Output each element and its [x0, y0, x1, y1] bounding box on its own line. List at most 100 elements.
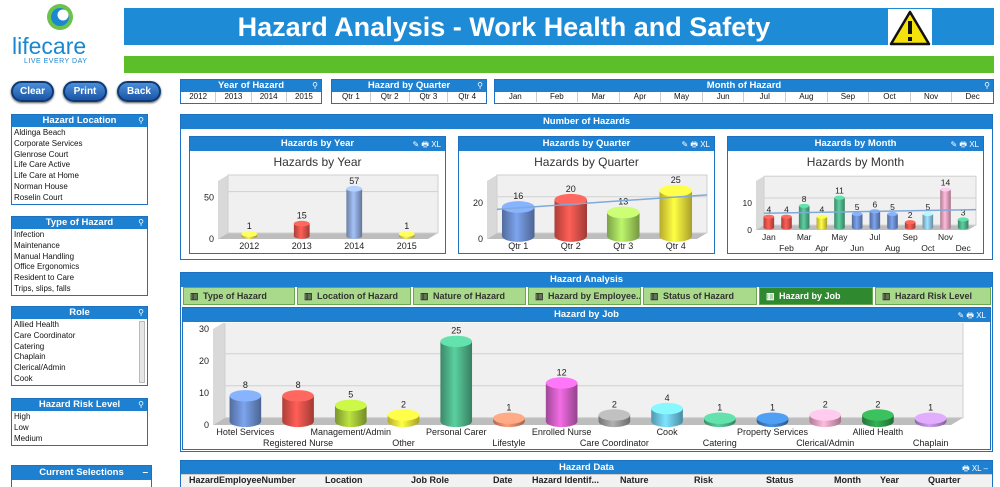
location-item[interactable]: Life Care at Home — [14, 171, 79, 181]
month-option[interactable]: Jan — [495, 92, 537, 102]
search-icon[interactable]: ⚲ — [312, 81, 318, 90]
month-option[interactable]: Apr — [620, 92, 662, 102]
bar[interactable] — [887, 213, 898, 230]
bar[interactable] — [229, 395, 262, 428]
risk-level-item[interactable]: Medium — [14, 433, 43, 443]
bar[interactable] — [781, 216, 792, 230]
bar[interactable] — [763, 216, 775, 230]
data-label: 1 — [717, 403, 722, 413]
role-scrollbar[interactable] — [139, 321, 145, 383]
column-header[interactable]: Month — [834, 475, 861, 485]
bar[interactable] — [922, 213, 934, 230]
search-icon[interactable]: ⚲ — [477, 81, 483, 90]
search-icon[interactable]: ⚲ — [138, 116, 144, 125]
tab-hazard-by-employee[interactable]: ▥ Hazard by Employee... — [528, 287, 641, 305]
bar[interactable] — [282, 395, 314, 428]
search-icon[interactable]: ⚲ — [138, 308, 144, 317]
back-button[interactable]: Back — [117, 81, 161, 102]
chart-tools-icon[interactable]: ✎ 🖶 XL — [681, 140, 711, 149]
table-tools-icon[interactable]: 🖶 XL – — [962, 464, 988, 473]
clear-button[interactable]: Clear — [11, 81, 54, 102]
location-item[interactable]: Norman House — [14, 181, 68, 191]
month-option[interactable]: Oct — [869, 92, 911, 102]
role-item[interactable]: Clerical/Admin — [14, 363, 66, 373]
chart-tools-icon[interactable]: ✎ 🖶 XL — [957, 311, 987, 320]
role-item[interactable]: Allied Health — [14, 320, 59, 329]
month-option[interactable]: Nov — [911, 92, 953, 102]
bar[interactable] — [334, 405, 367, 428]
hazard-type-item[interactable]: Manual Handling — [14, 251, 75, 261]
bar[interactable] — [659, 190, 693, 242]
bar[interactable] — [346, 188, 363, 239]
hazard-type-item[interactable]: Resident to Care — [14, 273, 75, 283]
column-header[interactable]: HazardEmployeeNumber — [189, 475, 296, 485]
chart-tools-icon[interactable]: ✎ 🖶 XL — [950, 140, 980, 149]
tab-status-of-hazard[interactable]: ▥ Status of Hazard — [643, 287, 757, 305]
role-item[interactable]: Chaplain — [14, 352, 46, 362]
location-item[interactable]: Corporate Services — [14, 138, 83, 148]
column-header[interactable]: Job Role — [411, 475, 450, 485]
month-option[interactable]: Mar — [578, 92, 620, 102]
quarter-option[interactable]: Qtr 2 — [371, 92, 410, 102]
column-header[interactable]: Date — [493, 475, 513, 485]
column-header[interactable]: Hazard Identif... — [532, 475, 600, 485]
quarter-option[interactable]: Qtr 4 — [458, 92, 477, 101]
month-option[interactable]: Aug — [786, 92, 828, 102]
quarter-option[interactable]: Qtr 1 — [332, 92, 371, 102]
chart-tools-icon[interactable]: ✎ 🖶 XL — [412, 140, 442, 149]
search-icon[interactable]: ⚲ — [984, 81, 990, 90]
year-option[interactable]: 2012 — [181, 92, 217, 102]
month-option[interactable]: Dec — [965, 92, 980, 101]
minimize-icon[interactable]: – — [142, 467, 148, 478]
bar[interactable] — [501, 207, 535, 242]
bar[interactable] — [851, 213, 863, 230]
column-header[interactable]: Year — [880, 475, 900, 485]
tab-hazard-risk-level[interactable]: ▥ Hazard Risk Level — [875, 287, 991, 305]
bar[interactable] — [816, 216, 828, 230]
role-item[interactable]: Cook — [14, 373, 33, 383]
year-option[interactable]: 2015 — [294, 92, 313, 101]
risk-level-item[interactable]: High — [14, 412, 31, 421]
column-header[interactable]: Status — [766, 475, 794, 485]
location-item[interactable]: Life Care Active — [14, 160, 71, 170]
bar[interactable] — [545, 383, 578, 428]
year-option[interactable]: 2014 — [252, 92, 287, 102]
bar[interactable] — [834, 197, 845, 230]
location-item[interactable]: Aldinga Beach — [14, 128, 66, 137]
hazard-type-item[interactable]: Infection — [14, 230, 45, 239]
bar[interactable] — [869, 211, 881, 230]
column-header[interactable]: Location — [325, 475, 363, 485]
tab-hazard-by-job[interactable]: ▥ Hazard by Job — [759, 287, 873, 305]
column-header[interactable]: Quarter — [928, 475, 961, 485]
bar[interactable] — [440, 341, 473, 428]
month-option[interactable]: May — [661, 92, 703, 102]
search-icon[interactable]: ⚲ — [138, 218, 144, 227]
bar[interactable] — [606, 212, 640, 242]
bar[interactable] — [293, 223, 310, 239]
year-option[interactable]: 2013 — [216, 92, 252, 102]
bar[interactable] — [957, 219, 969, 230]
tab-nature-of-hazard[interactable]: ▥ Nature of Hazard — [413, 287, 526, 305]
hazard-type-item[interactable]: Office Ergonomics — [14, 262, 80, 272]
hazard-type-item[interactable]: Trips, slips, falls — [14, 283, 71, 293]
bar[interactable] — [554, 199, 588, 242]
location-item[interactable]: Roselin Court — [14, 192, 63, 202]
hazard-type-item[interactable]: Maintenance — [14, 240, 60, 250]
column-header[interactable]: Nature — [620, 475, 649, 485]
tab-type-of-hazard[interactable]: ▥ Type of Hazard — [183, 287, 295, 305]
column-header[interactable]: Risk — [694, 475, 714, 485]
tab-location-of-hazard[interactable]: ▥ Location of Hazard — [297, 287, 411, 305]
risk-level-item[interactable]: Low — [14, 422, 29, 432]
bar[interactable] — [904, 222, 916, 230]
role-item[interactable]: Care Coordinator — [14, 330, 76, 340]
print-button[interactable]: Print — [63, 81, 107, 102]
month-option[interactable]: Jul — [744, 92, 787, 102]
month-option[interactable]: Feb — [537, 92, 579, 102]
quarter-option[interactable]: Qtr 3 — [410, 92, 449, 102]
month-option[interactable]: Jun — [703, 92, 745, 102]
role-item[interactable]: Catering — [14, 341, 45, 351]
search-icon[interactable]: ⚲ — [138, 400, 144, 409]
location-item[interactable]: Glenrose Court — [14, 149, 69, 159]
month-option[interactable]: Sep — [828, 92, 870, 102]
bar[interactable] — [798, 205, 810, 230]
